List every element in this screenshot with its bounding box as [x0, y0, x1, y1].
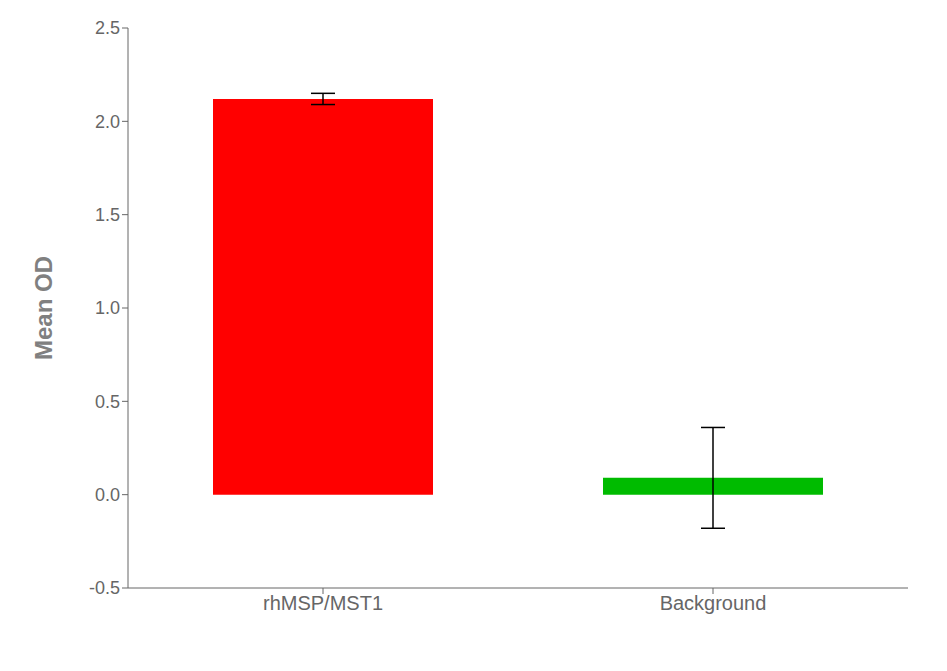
svg-text:0.0: 0.0 — [95, 485, 120, 505]
svg-text:1.5: 1.5 — [95, 205, 120, 225]
svg-text:2.5: 2.5 — [95, 18, 120, 38]
svg-text:2.0: 2.0 — [95, 112, 120, 132]
svg-text:Mean OD: Mean OD — [30, 256, 57, 360]
svg-text:0.5: 0.5 — [95, 392, 120, 412]
svg-text:-0.5: -0.5 — [89, 578, 120, 598]
svg-text:Background: Background — [660, 592, 767, 614]
svg-text:1.0: 1.0 — [95, 298, 120, 318]
svg-text:rhMSP/MST1: rhMSP/MST1 — [263, 592, 383, 614]
